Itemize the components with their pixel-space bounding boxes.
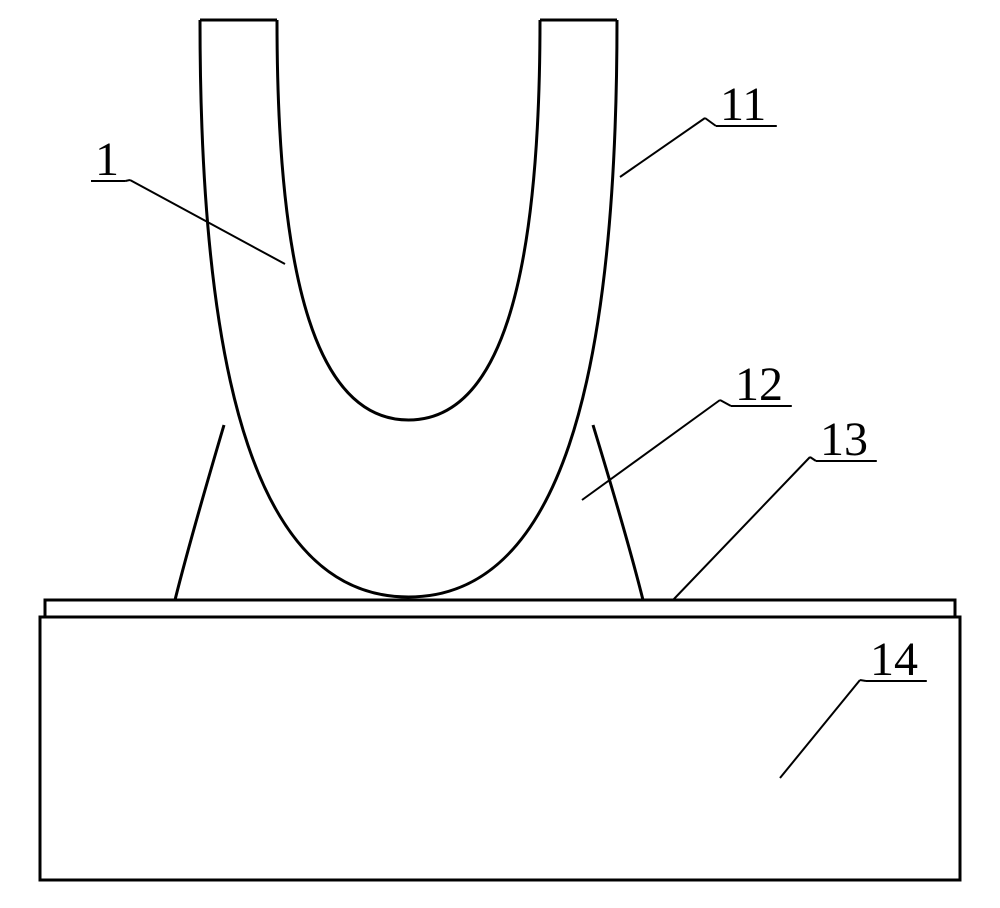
- leader-l12: [582, 400, 720, 500]
- label-connector-l1: [125, 180, 130, 181]
- label-l13: 13: [820, 413, 868, 466]
- fillet-left: [175, 425, 224, 600]
- fillet-right: [593, 425, 643, 600]
- label-l14: 14: [870, 633, 918, 686]
- label-connector-l13: [810, 457, 816, 461]
- label-connector-l12: [720, 400, 731, 406]
- u-shape-inner: [277, 20, 540, 420]
- label-connector-l11: [705, 118, 716, 126]
- u-shape-outer: [200, 20, 617, 597]
- leader-l1: [130, 180, 285, 264]
- label-l1: 1: [95, 133, 119, 186]
- label-l12: 12: [735, 358, 783, 411]
- leader-l11: [620, 118, 705, 177]
- leader-l13: [673, 457, 810, 600]
- technical-diagram: 111121314: [0, 0, 1000, 908]
- label-l11: 11: [720, 78, 766, 131]
- leader-l14: [780, 680, 860, 778]
- top-plate-thin: [45, 600, 955, 617]
- base-plate-thick: [40, 617, 960, 880]
- label-connector-l14: [860, 680, 866, 681]
